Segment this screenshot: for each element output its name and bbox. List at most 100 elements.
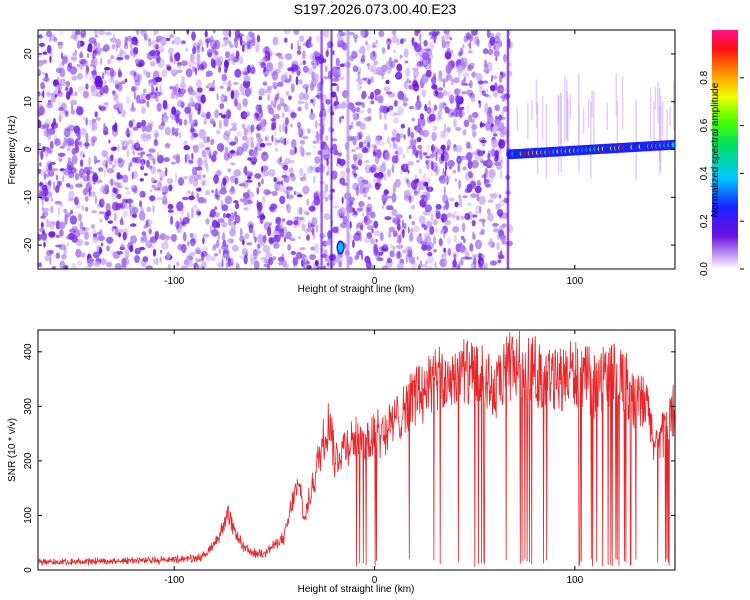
spectrogram-noise-cell xyxy=(197,59,202,64)
spectrogram-noise-cell xyxy=(370,64,377,72)
spectrogram-noise-cell xyxy=(129,205,136,214)
spectrogram-noise-cell xyxy=(157,180,162,191)
spectrogram-noise-cell xyxy=(166,235,170,240)
spectrogram-noise-cell xyxy=(491,123,494,127)
spectrogram-noise-cell xyxy=(139,190,146,198)
spectrogram-noise-cell xyxy=(289,74,292,83)
spectrogram-noise-cell xyxy=(250,66,256,75)
spectrogram-noise-cell xyxy=(392,182,397,192)
spectrogram-noise-cell xyxy=(232,125,237,132)
spectrogram-noise-cell xyxy=(197,211,201,216)
spectrogram-noise-cell xyxy=(499,131,506,138)
spectrogram-noise-cell xyxy=(230,257,234,267)
spectrogram-noise-cell xyxy=(196,45,201,54)
spectrogram-noise-cell xyxy=(49,56,52,63)
spectrogram-noise-cell xyxy=(187,102,192,108)
spectrogram-noise-cell xyxy=(279,123,282,133)
signal-faint-streak xyxy=(557,95,560,175)
spectrogram-noise-cell xyxy=(183,140,188,146)
spectrogram-noise-cell xyxy=(77,39,81,49)
spectrogram-noise-cell xyxy=(143,225,147,229)
spectrogram-noise-cell xyxy=(277,81,284,87)
spectrogram-noise-cell xyxy=(495,37,500,44)
spectrogram-noise-cell xyxy=(400,38,404,45)
spectrogram-noise-cell xyxy=(185,47,189,53)
spectrogram-noise-cell xyxy=(313,164,317,174)
spectrogram-noise-cell xyxy=(397,106,404,116)
spectrogram-noise-cell xyxy=(142,69,148,76)
spectrogram-noise-cell xyxy=(475,204,481,215)
spectrogram-noise-cell xyxy=(85,132,89,141)
spectrogram-noise-cell xyxy=(96,231,101,236)
spectrogram-noise-cell xyxy=(185,68,193,78)
spectrogram-noise-cell xyxy=(431,84,438,90)
spectrogram-noise-cell xyxy=(419,148,422,155)
spectrogram-noise-cell xyxy=(230,186,234,192)
spectrogram-noise-cell xyxy=(408,214,412,219)
spectrogram-noise-cell xyxy=(177,62,182,67)
spectrogram-noise-cell xyxy=(391,208,398,217)
spectrogram-noise-cell xyxy=(326,262,330,267)
spectrogram-noise-cell xyxy=(49,34,56,41)
spectrogram-noise-cell xyxy=(368,257,371,265)
spectrogram-noise-cell xyxy=(135,99,143,105)
spectrogram-noise-cell xyxy=(367,78,372,85)
spectrogram-noise-cell xyxy=(214,194,219,199)
spectrogram-noise-cell xyxy=(216,142,225,152)
spectrogram-noise-cell xyxy=(404,176,408,184)
spectrogram-noise-cell xyxy=(48,231,56,238)
spectrogram-noise-cell xyxy=(57,82,62,92)
spectrogram-noise-cell xyxy=(257,250,262,254)
spectrogram-noise-cell xyxy=(373,145,378,153)
spectrogram-noise-cell xyxy=(464,212,471,221)
spectrogram-noise-cell xyxy=(108,139,111,144)
spectrogram-noise-cell xyxy=(267,226,272,237)
spectrogram-noise-cell xyxy=(39,162,42,167)
spectrogram-noise-cell xyxy=(190,90,196,96)
spectrogram-noise-cell xyxy=(375,182,378,186)
spectrogram-noise-cell xyxy=(452,259,457,268)
spectrogram-noise-cell xyxy=(260,241,266,247)
spectrogram-noise-cell xyxy=(259,142,266,148)
spectrogram-noise-cell xyxy=(66,137,75,146)
spectrogram-noise-cell xyxy=(289,167,294,175)
spectrogram-noise-cell xyxy=(325,196,328,202)
spectrogram-noise-cell xyxy=(230,122,238,126)
spectrogram-noise-cell xyxy=(131,213,138,218)
spectrogram-noise-cell xyxy=(67,157,72,163)
spectrogram-noise-cell xyxy=(120,264,127,269)
spectrogram-noise-cell xyxy=(443,186,446,195)
spectrogram-noise-cell xyxy=(44,255,50,262)
spectrogram-noise-cell xyxy=(315,35,320,43)
spectrogram-noise-cell xyxy=(254,260,260,269)
spectrogram-noise-cell xyxy=(146,159,150,168)
spectrogram-noise-cell xyxy=(485,121,491,131)
spectrogram-noise-cell xyxy=(362,77,368,81)
spectrogram-noise-cell xyxy=(38,70,42,74)
spectrogram-noise-cell xyxy=(106,168,115,174)
spectrogram-noise-cell xyxy=(459,106,465,110)
spectrogram-noise-cell xyxy=(85,83,89,90)
spectrogram-noise-cell xyxy=(216,222,221,228)
spectrogram-noise-cell xyxy=(131,86,136,92)
spectrogram-noise-cell xyxy=(314,73,320,83)
spectrogram-noise-cell xyxy=(132,126,139,131)
spectrogram-noise-cell xyxy=(412,145,417,152)
spectrogram-noise-cell xyxy=(352,182,360,191)
spectrogram-noise-cell xyxy=(444,106,450,114)
spectrogram-noise-cell xyxy=(313,195,321,206)
signal-faint-streak xyxy=(564,75,566,142)
spectrogram-noise-cell xyxy=(278,228,284,238)
spectrogram-noise-cell xyxy=(100,242,104,247)
spectrogram-noise-cell xyxy=(214,206,218,211)
spectrogram-noise-cell xyxy=(416,136,422,143)
spectrogram-noise-cell xyxy=(425,265,433,269)
spectrogram-noise-cell xyxy=(429,153,435,159)
spectrogram-noise-cell xyxy=(274,234,278,240)
snr-series-line xyxy=(38,331,675,567)
spectrogram-noise-cell xyxy=(223,130,231,137)
spectrogram-noise-cell xyxy=(375,66,383,76)
spectrogram-noise-cell xyxy=(305,151,312,156)
spectrogram-noise-cell xyxy=(110,67,114,78)
spectrogram-noise-cell xyxy=(103,168,106,178)
